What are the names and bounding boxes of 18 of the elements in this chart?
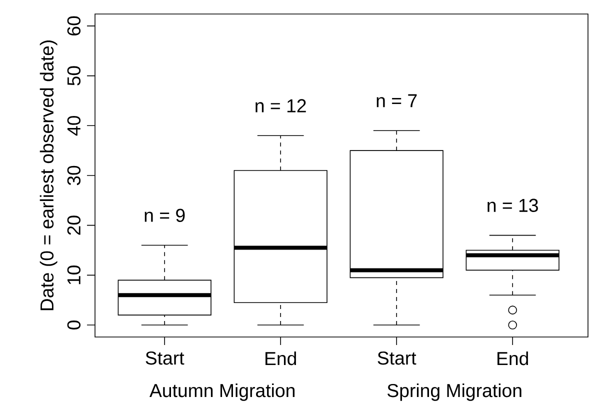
y-tick-label: 0 bbox=[67, 320, 81, 330]
y-tick-label: 10 bbox=[67, 266, 81, 284]
y-tick-label: 30 bbox=[67, 166, 81, 186]
annotation: n = 12 bbox=[256, 99, 306, 112]
x-tick-label: End bbox=[266, 351, 296, 366]
y-tick-label: 50 bbox=[67, 66, 81, 86]
annotation: n = 13 bbox=[488, 198, 538, 212]
y-tick-label: 40 bbox=[67, 116, 81, 136]
text: Autumn Migration bbox=[150, 383, 295, 401]
y-tick-label: 20 bbox=[67, 216, 81, 235]
x-tick-label: Start bbox=[146, 351, 184, 365]
text: Spring Migration bbox=[387, 383, 522, 401]
annotation: n = 9 bbox=[144, 208, 185, 222]
x-tick-label: End bbox=[498, 351, 528, 366]
y-tick-label: 60 bbox=[67, 16, 81, 36]
x-tick-label: Start bbox=[378, 351, 416, 365]
y-axis-title: Date (0 = earliest observed date) bbox=[40, 40, 58, 310]
annotation: n = 7 bbox=[376, 94, 417, 108]
